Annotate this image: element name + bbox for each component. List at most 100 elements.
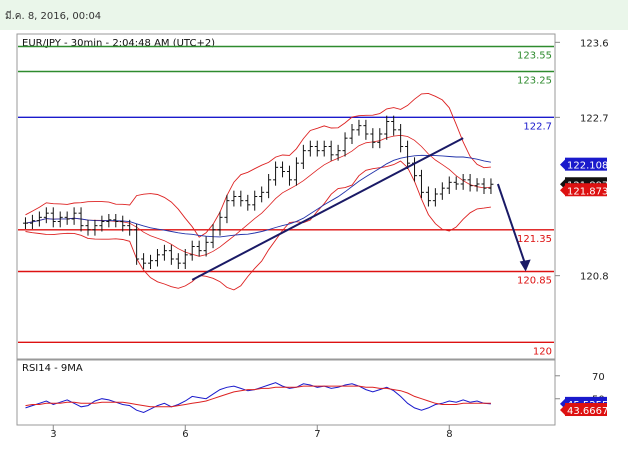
price-bar xyxy=(474,178,480,192)
price-tag-2-box xyxy=(565,183,607,197)
price-bar xyxy=(36,211,42,227)
price-bar xyxy=(141,253,147,269)
price-bar xyxy=(154,249,160,267)
price-bar xyxy=(196,240,202,257)
price-bar xyxy=(391,115,397,136)
header-bar: มี.ค. 8, 2016, 00:04 xyxy=(0,0,628,30)
price-bar xyxy=(425,186,431,207)
band-lower xyxy=(25,160,491,291)
price-bar xyxy=(43,207,49,224)
price-bar xyxy=(189,240,195,261)
price-bar xyxy=(266,174,272,199)
price-tag-0-box xyxy=(565,157,607,171)
x-axis-label-1: 6 xyxy=(182,429,188,440)
price-axis-label-0: 123.6 xyxy=(580,38,609,49)
price-bar xyxy=(342,132,348,157)
band-upper xyxy=(25,92,491,238)
price-bar xyxy=(328,140,334,161)
price-bar xyxy=(439,182,445,200)
price-bar xyxy=(148,254,154,269)
price-bar xyxy=(203,236,209,257)
level-label-0: 123.55 xyxy=(517,51,552,62)
price-bar xyxy=(481,178,487,194)
x-axis-label-2: 7 xyxy=(314,429,320,440)
forecast-arrow-head xyxy=(519,259,531,272)
level-label-1: 123.25 xyxy=(517,76,552,87)
price-bar xyxy=(314,140,320,157)
price-bar xyxy=(356,119,362,136)
rsi-panel xyxy=(16,359,556,426)
price-bar xyxy=(405,140,411,169)
price-bar xyxy=(182,249,188,269)
price-bar xyxy=(210,224,216,249)
x-axis-label-0: 3 xyxy=(50,429,56,440)
price-bar xyxy=(175,253,181,269)
price-panel xyxy=(16,33,556,360)
trendline xyxy=(191,137,464,281)
price-bar xyxy=(252,190,258,211)
price-bar xyxy=(488,178,494,194)
price-bar xyxy=(398,124,404,153)
price-bar xyxy=(363,119,369,140)
rsi-ma-line xyxy=(25,385,491,408)
price-bar xyxy=(217,211,223,236)
price-bar xyxy=(168,244,174,265)
timestamp: มี.ค. 8, 2016, 00:04 xyxy=(5,11,102,22)
price-bar xyxy=(300,144,306,169)
price-tag-2-label: 121.873 xyxy=(567,186,608,197)
price-bar xyxy=(321,140,327,157)
rsi-line xyxy=(25,382,491,414)
price-bar xyxy=(307,140,313,157)
price-bar xyxy=(113,214,119,228)
level-label-2: 122.7 xyxy=(523,121,552,132)
level-label-3: 121.35 xyxy=(517,234,552,245)
price-bar xyxy=(29,214,35,229)
price-bar xyxy=(460,174,466,190)
x-axis-label-3: 8 xyxy=(446,429,452,440)
price-bar xyxy=(78,207,84,232)
rsi-axis-label-0: 70 xyxy=(592,372,605,383)
price-bar xyxy=(134,224,140,265)
price-bar xyxy=(432,188,438,207)
price-bar xyxy=(293,157,299,186)
price-bar xyxy=(370,128,376,149)
price-bar xyxy=(106,214,112,228)
price-bar xyxy=(349,124,355,144)
level-label-5: 120 xyxy=(533,346,552,357)
price-tag-0: 122.108 xyxy=(560,157,608,172)
price-bar xyxy=(22,217,28,229)
price-bar xyxy=(231,190,237,207)
rsi-tag-1: 43.6667 xyxy=(560,403,608,417)
price-bar xyxy=(224,194,230,224)
rsi-tag-1-label: 43.6667 xyxy=(567,406,608,417)
price-bar xyxy=(238,190,244,207)
price-bar xyxy=(273,161,279,186)
price-bar xyxy=(50,207,56,228)
price-tag-0-pointer xyxy=(560,159,565,170)
price-bar xyxy=(57,211,63,228)
price-bar xyxy=(418,169,424,199)
price-bar xyxy=(335,144,341,161)
price-bar xyxy=(377,128,383,149)
price-bar xyxy=(71,207,77,225)
price-bar xyxy=(161,244,167,261)
price-bar xyxy=(467,174,473,192)
price-bar xyxy=(245,194,251,211)
price-bar xyxy=(286,165,292,186)
price-bar xyxy=(280,161,286,178)
price-tag-0-label: 122.108 xyxy=(567,161,608,172)
rsi-tag-1-box xyxy=(565,403,607,417)
price-axis-label-1: 122.7 xyxy=(580,113,609,124)
price-panel-title: EUR/JPY - 30min - 2:04:48 AM (UTC+2) xyxy=(22,38,215,49)
price-bar xyxy=(92,219,98,236)
price-bar xyxy=(85,219,91,236)
rsi-panel-title: RSI14 - 9MA xyxy=(22,363,83,374)
price-bar xyxy=(453,176,459,190)
price-axis-label-2: 120.8 xyxy=(580,272,609,283)
price-bar xyxy=(120,215,126,232)
rsi-tag-1-pointer xyxy=(560,405,565,416)
price-tag-2: 121.873 xyxy=(560,183,608,197)
price-bar xyxy=(384,115,390,140)
price-tag-2-pointer xyxy=(560,185,565,196)
